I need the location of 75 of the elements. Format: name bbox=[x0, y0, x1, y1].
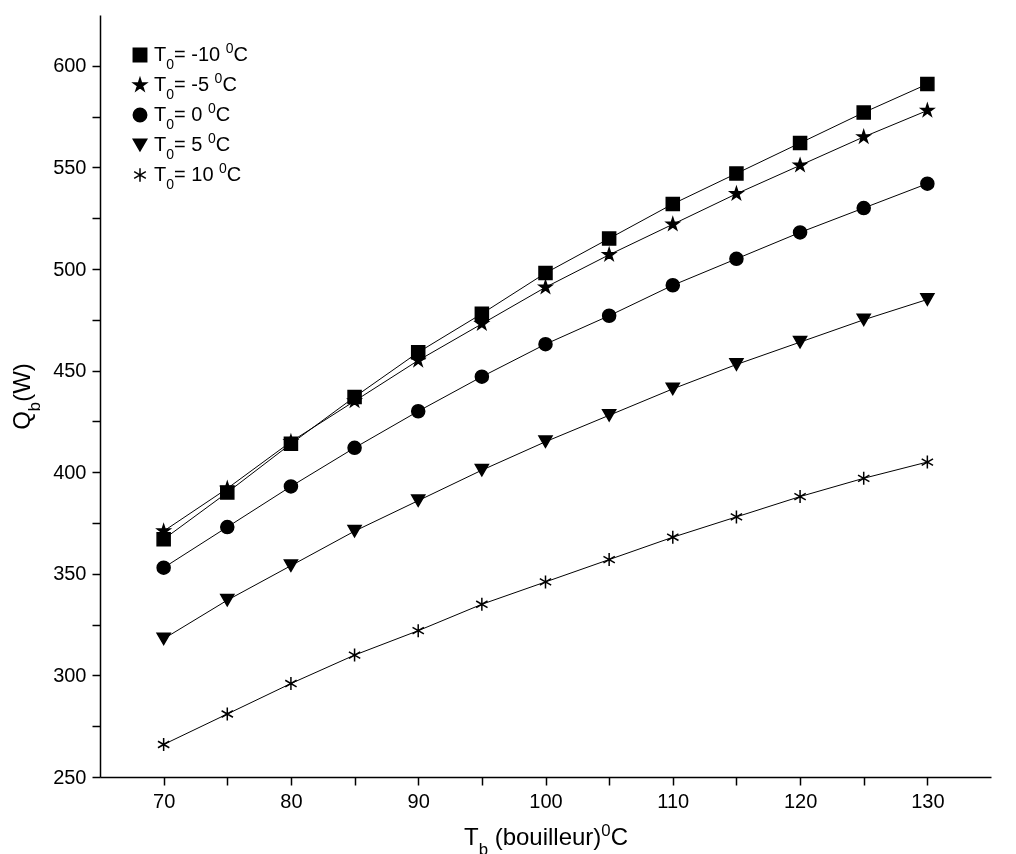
point bbox=[601, 408, 617, 422]
point bbox=[601, 231, 617, 246]
legend-label: T$_{0}$= 5 $^{0}$C bbox=[154, 130, 231, 162]
x-tick-label: 70 bbox=[153, 789, 176, 812]
point bbox=[410, 403, 426, 419]
y-tick-label: 400 bbox=[53, 460, 87, 483]
point bbox=[793, 489, 807, 504]
point bbox=[538, 435, 553, 449]
point bbox=[920, 176, 935, 191]
point bbox=[666, 529, 680, 545]
point bbox=[729, 166, 744, 181]
point bbox=[220, 706, 234, 722]
point bbox=[538, 336, 553, 352]
point bbox=[283, 559, 299, 573]
point bbox=[920, 103, 935, 117]
y-tick-label: 250 bbox=[53, 765, 87, 788]
point bbox=[729, 251, 744, 267]
point bbox=[347, 440, 362, 456]
point bbox=[857, 471, 871, 486]
x-tick-label: 80 bbox=[280, 789, 303, 812]
x-tick-label: 110 bbox=[657, 789, 690, 812]
point bbox=[602, 247, 617, 261]
point bbox=[920, 454, 934, 470]
point bbox=[920, 76, 935, 92]
point bbox=[539, 574, 552, 590]
point bbox=[156, 560, 171, 575]
point bbox=[157, 737, 171, 752]
point bbox=[665, 278, 681, 293]
x-axis-title: T$_{b}$ (bouilleur)$^{0}$C bbox=[463, 820, 629, 854]
x-tick-label: 120 bbox=[783, 789, 818, 812]
point bbox=[283, 479, 299, 494]
point bbox=[347, 524, 362, 538]
point bbox=[793, 158, 808, 172]
point bbox=[410, 494, 426, 508]
point bbox=[665, 217, 680, 231]
point bbox=[792, 335, 808, 349]
y-tick-label: 500 bbox=[53, 257, 87, 280]
point bbox=[729, 186, 744, 200]
y-tick-label: 550 bbox=[53, 155, 87, 178]
x-tick-label: 90 bbox=[407, 789, 430, 812]
point bbox=[411, 623, 425, 638]
point bbox=[474, 463, 490, 477]
legend-label: T$_{0}$= 0 $^{0}$C bbox=[154, 100, 231, 132]
point bbox=[474, 369, 490, 384]
y-tick-label: 350 bbox=[53, 562, 87, 585]
point bbox=[601, 308, 617, 323]
y-tick-label: 600 bbox=[53, 54, 87, 77]
point bbox=[920, 293, 935, 306]
point bbox=[474, 306, 490, 321]
point bbox=[856, 105, 871, 120]
point bbox=[348, 647, 361, 663]
point bbox=[856, 200, 871, 216]
point bbox=[792, 135, 808, 151]
legend-label: T$_{0}$= 10 $^{0}$C bbox=[154, 160, 242, 192]
point bbox=[284, 676, 298, 691]
point bbox=[538, 265, 553, 281]
y-tick-label: 300 bbox=[53, 663, 87, 686]
legend-label: T$_{0}$= -10 $^{0}$C bbox=[154, 40, 248, 72]
legend-label: T$_{0}$= -5 $^{0}$C bbox=[154, 70, 237, 102]
point bbox=[220, 593, 235, 607]
point bbox=[856, 129, 871, 143]
point bbox=[156, 632, 171, 646]
point bbox=[665, 196, 681, 212]
point bbox=[856, 313, 871, 327]
point bbox=[792, 225, 808, 240]
x-tick-label: 130 bbox=[911, 789, 945, 812]
point bbox=[538, 280, 553, 294]
y-tick-label: 450 bbox=[53, 359, 87, 382]
point bbox=[730, 509, 743, 525]
point bbox=[665, 382, 681, 396]
point bbox=[475, 597, 489, 612]
point bbox=[220, 519, 235, 535]
point bbox=[602, 552, 616, 567]
point bbox=[729, 358, 744, 371]
x-tick-label: 100 bbox=[529, 789, 563, 812]
